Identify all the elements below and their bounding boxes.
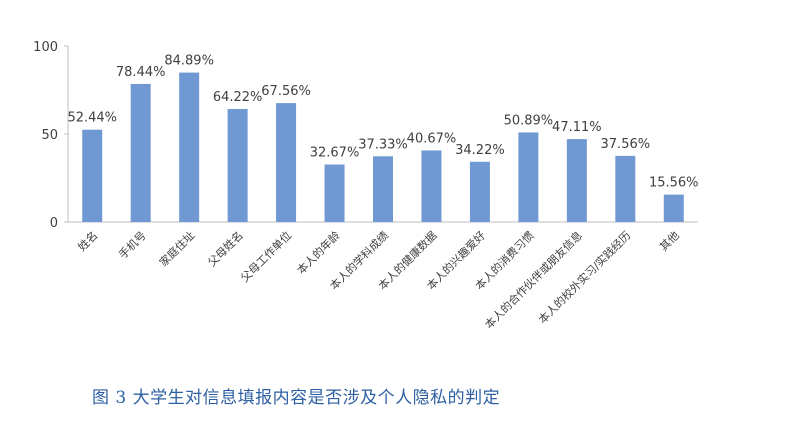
category-label: 姓名 xyxy=(75,228,100,253)
bar-chart: 0 50 100 52.44% 78.44%84.89% 64.22%67.56% 32.… xyxy=(33,40,698,331)
bars-group xyxy=(82,72,684,222)
bar xyxy=(179,72,200,222)
data-label: 32.67% xyxy=(310,146,360,161)
bar xyxy=(566,139,587,222)
data-label: 50.89% xyxy=(504,113,554,128)
data-label: 15.56% xyxy=(649,176,699,191)
bar xyxy=(469,161,490,222)
y-axis-ticks: 0 50 100 xyxy=(33,40,68,231)
category-label: 手机号 xyxy=(116,228,149,261)
data-label: 34.22% xyxy=(455,143,505,158)
data-label: 67.56% xyxy=(261,84,311,99)
data-label: 64.22% xyxy=(213,90,263,105)
data-label: 47.11% xyxy=(552,120,602,135)
bar xyxy=(373,156,393,222)
bar xyxy=(663,194,684,222)
y-tick-label: 100 xyxy=(33,40,58,55)
data-label: 37.33% xyxy=(358,137,408,152)
category-label: 父母姓名 xyxy=(205,228,246,269)
y-tick-label: 0 xyxy=(50,216,58,231)
bar xyxy=(518,132,539,222)
bar xyxy=(615,155,636,222)
category-label: 本人的校外实习/实践经历 xyxy=(535,228,633,326)
data-label: 84.89% xyxy=(164,54,214,69)
bar xyxy=(276,103,297,222)
bar xyxy=(227,108,248,222)
category-label: 本人的年龄 xyxy=(294,228,343,277)
bar xyxy=(130,83,151,222)
data-label: 78.44% xyxy=(116,65,166,80)
category-label: 家庭住址 xyxy=(156,228,197,269)
category-label: 其他 xyxy=(657,229,682,254)
data-labels-group: 52.44% 78.44%84.89% 64.22%67.56% 32.67%37.3… xyxy=(67,54,698,191)
data-label: 37.56% xyxy=(601,137,651,152)
category-label: 本人的合作伙伴或朋友信息 xyxy=(482,228,585,331)
figure-caption: 图 3 大学生对信息填报内容是否涉及个人隐私的判定 xyxy=(92,388,501,408)
data-label: 52.44% xyxy=(67,111,117,126)
bar xyxy=(324,164,345,222)
data-label: 40.67% xyxy=(407,131,457,146)
bar xyxy=(421,150,442,222)
category-label: 父母工作单位 xyxy=(238,228,295,285)
bar xyxy=(82,129,103,222)
y-tick-label: 50 xyxy=(41,128,58,143)
